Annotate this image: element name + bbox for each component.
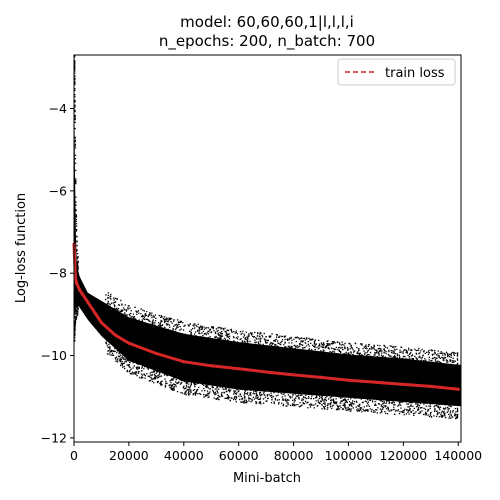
x-tick-label: 0 [70,448,78,463]
legend: train loss [337,58,456,86]
scatter-points [74,55,459,420]
train-loss-point [374,380,378,384]
train-loss-point [292,373,296,377]
x-tick-label: 80000 [274,448,314,463]
x-tick-label: 20000 [109,448,149,463]
train-loss-point [209,364,213,368]
train-loss-point [80,292,84,296]
train-loss-point [319,375,323,379]
y-tick-label: −12 [41,430,67,445]
train-loss-point [99,321,103,325]
train-loss-point [429,384,433,388]
legend-box [337,58,456,86]
train-loss-point [86,300,90,304]
scatter-layer [74,55,461,420]
train-loss-point [456,387,460,391]
train-loss-point [264,370,268,374]
train-loss-point [346,378,351,382]
x-tick-label: 140000 [434,448,482,463]
y-tick-label: −6 [49,183,67,198]
train-loss-point [113,333,117,337]
y-tick-label: −10 [41,348,67,363]
x-tick-label: 60000 [219,448,259,463]
y-tick-label: −4 [49,101,67,116]
scatter-band [74,66,461,407]
line-layer [72,242,460,391]
x-ticks: 0 20000 40000 60000 80000 100000 120000 140000 [70,442,482,463]
x-tick-label: 120000 [380,448,428,463]
plot-area [72,55,461,420]
train-loss-point [182,360,186,364]
train-loss-point [77,288,82,292]
train-loss-point [237,367,241,371]
y-tick-label: −8 [49,266,67,281]
x-axis-label: Mini-batch [233,471,301,486]
train-loss-point [75,281,79,286]
x-tick-label: 40000 [164,448,204,463]
train-loss-line [72,244,459,391]
y-ticks: −12 −10 −8 −6 −4 [41,101,74,445]
train-loss-point [401,382,405,386]
legend-label-train-loss: train loss [385,66,445,81]
train-loss-point [127,341,131,345]
train-loss-point [73,275,77,279]
chart-title-line2: n_epochs: 200, n_batch: 700 [159,32,375,51]
y-axis-label: Log-loss function [14,193,29,303]
axes-frame [73,54,462,443]
x-tick-label: 100000 [325,448,373,463]
chart-title-line1: model: 60,60,60,1|l,l,l,i [180,13,354,31]
train-loss-point [94,312,98,316]
train-loss-point [154,351,158,356]
